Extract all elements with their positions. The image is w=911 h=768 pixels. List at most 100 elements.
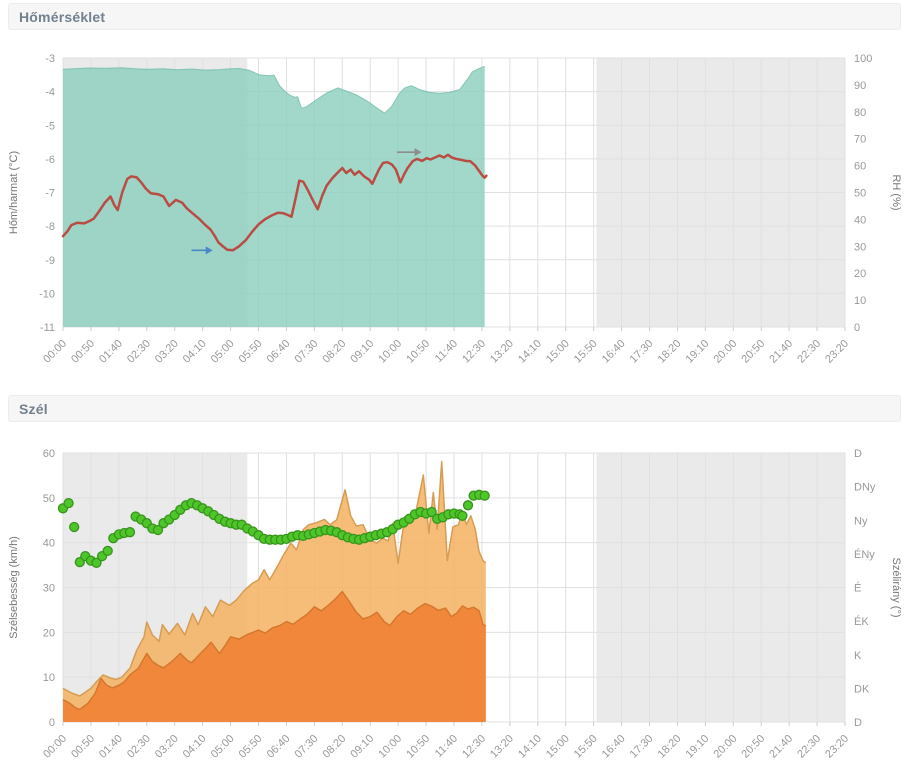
- right-axis-tick-label: ÉK: [854, 615, 869, 628]
- wind-direction-dot: [102, 545, 113, 557]
- x-axis-tick-label: 21:40: [767, 338, 795, 366]
- temperature-section-title: Hőmérséklet: [19, 8, 106, 25]
- x-axis-tick-label: 06:40: [265, 338, 293, 366]
- temperature-chart[interactable]: -3-4-5-6-7-8-9-10-1110090807060504030201…: [0, 36, 911, 388]
- x-axis-tick-label: 03:20: [153, 733, 181, 761]
- wind-direction-dot: [462, 500, 474, 511]
- right-axis-tick-label: D: [854, 717, 862, 729]
- left-axis-tick-label: -9: [45, 255, 55, 267]
- x-axis-tick-label: 00:00: [41, 733, 69, 761]
- temperature-dewpoint-line: [61, 153, 488, 252]
- x-axis-tick-label: 15:50: [572, 733, 600, 761]
- x-axis-tick-label: 09:10: [348, 338, 376, 366]
- right-axis-tick-label: 10: [854, 295, 866, 307]
- wind-section-header: Szél: [8, 395, 901, 422]
- x-axis-tick-label: 05:50: [237, 338, 265, 366]
- x-axis-tick-label: 20:50: [739, 338, 767, 366]
- x-axis-tick-label: 01:40: [97, 733, 125, 761]
- x-axis-tick-label: 05:50: [237, 733, 265, 761]
- x-axis-tick-label: 05:00: [209, 733, 237, 761]
- x-axis-tick-label: 15:00: [544, 733, 572, 761]
- x-axis-tick-label: 20:50: [739, 733, 767, 761]
- x-axis-tick-label: 04:10: [181, 338, 209, 366]
- x-axis-tick-label: 10:50: [404, 733, 432, 761]
- right-axis-tick-label: DNy: [854, 482, 876, 494]
- right-axis-title: RH (%): [890, 174, 902, 210]
- x-axis-tick-label: 08:20: [320, 733, 348, 761]
- x-axis-tick-label: 23:20: [823, 733, 851, 761]
- right-axis-tick-label: 20: [854, 268, 866, 280]
- right-axis-tick-label: 90: [854, 80, 866, 92]
- x-axis-tick-label: 11:40: [433, 338, 460, 365]
- x-axis-tick-label: 17:30: [628, 338, 656, 366]
- x-axis-tick-label: 14:10: [516, 733, 544, 761]
- right-axis-tick-label: D: [854, 448, 862, 460]
- x-axis-tick-label: 12:30: [460, 338, 488, 366]
- x-axis-tick-label: 13:20: [488, 338, 516, 366]
- x-axis-tick-label: 22:30: [795, 733, 823, 761]
- x-axis-tick-label: 00:50: [69, 733, 97, 761]
- x-axis-tick-label: 03:20: [153, 338, 181, 366]
- left-axis-tick-label: 30: [43, 583, 55, 595]
- x-axis-tick-label: 11:40: [433, 733, 460, 760]
- x-axis-tick-label: 20:00: [711, 733, 739, 761]
- rh-area-edge: [62, 65, 485, 114]
- left-axis-tick-label: -5: [45, 120, 55, 132]
- x-axis-tick-label: 12:30: [460, 733, 488, 761]
- right-axis-tick-label: 70: [854, 134, 866, 146]
- x-axis-tick-label: 17:30: [628, 733, 656, 761]
- right-axis-tick-label: 60: [854, 161, 866, 173]
- left-axis-tick-label: 40: [43, 538, 55, 550]
- x-axis-tick-label: 02:30: [125, 338, 153, 366]
- left-axis-tick-label: -7: [45, 188, 55, 200]
- temperature-section-header: Hőmérséklet: [8, 3, 901, 30]
- x-axis-tick-label: 20:00: [711, 338, 739, 366]
- right-axis-tick-label: 40: [854, 214, 866, 226]
- wind-direction-dot: [426, 506, 437, 518]
- x-axis-tick-label: 00:50: [69, 338, 97, 366]
- right-axis-title: Szélirány (°): [890, 557, 902, 617]
- x-axis-tick-label: 14:10: [516, 338, 544, 366]
- x-axis-tick-label: 22:30: [795, 338, 823, 366]
- x-axis-tick-label: 18:20: [656, 733, 684, 761]
- x-axis-tick-label: 16:40: [600, 338, 628, 366]
- x-axis-tick-label: 07:30: [293, 338, 321, 366]
- x-axis-tick-label: 13:20: [488, 733, 516, 761]
- wind-direction-dot: [124, 527, 136, 538]
- left-axis-title: Szélsebesség (km/h): [8, 536, 20, 639]
- wind-direction-dot: [63, 497, 74, 509]
- right-axis-tick-label: K: [854, 650, 862, 662]
- wind-direction-dot: [152, 524, 164, 536]
- x-axis-tick-label: 19:10: [684, 733, 712, 761]
- x-axis-tick-label: 01:40: [97, 338, 125, 366]
- x-axis-tick-label: 10:00: [376, 338, 404, 366]
- x-axis-tick-label: 15:50: [572, 338, 600, 366]
- right-axis-tick-label: Ny: [854, 515, 868, 527]
- right-axis-tick-label: 50: [854, 188, 866, 200]
- right-axis-tick-label: É: [854, 582, 861, 595]
- x-axis-tick-label: 10:00: [376, 733, 404, 761]
- x-axis-tick-label: 09:10: [348, 733, 376, 761]
- right-axis-tick-label: 100: [854, 53, 872, 65]
- left-axis-tick-label: 0: [49, 717, 55, 729]
- left-axis-title: Hőm/harmat (°C): [8, 151, 20, 234]
- x-axis-tick-label: 19:10: [684, 338, 712, 366]
- szélsebesség-area-edge: [62, 590, 487, 711]
- max-arrow-head: [414, 148, 422, 157]
- left-axis-tick-label: -8: [45, 221, 55, 233]
- x-axis-tick-label: 10:50: [404, 338, 432, 366]
- left-axis-tick-label: -6: [45, 154, 55, 166]
- x-axis-tick-label: 08:20: [320, 338, 348, 366]
- x-axis-tick-label: 02:30: [125, 733, 153, 761]
- wind-direction-dot: [91, 557, 102, 568]
- right-axis-tick-label: 30: [854, 241, 866, 253]
- wind-section-title: Szél: [19, 400, 48, 417]
- x-axis-tick-label: 07:30: [293, 733, 321, 761]
- left-axis-tick-label: 60: [43, 448, 55, 460]
- wind-direction-dot: [479, 490, 490, 501]
- right-axis-tick-label: 0: [854, 322, 860, 334]
- right-axis-tick-label: 80: [854, 107, 866, 119]
- x-axis-tick-label: 21:40: [767, 733, 795, 761]
